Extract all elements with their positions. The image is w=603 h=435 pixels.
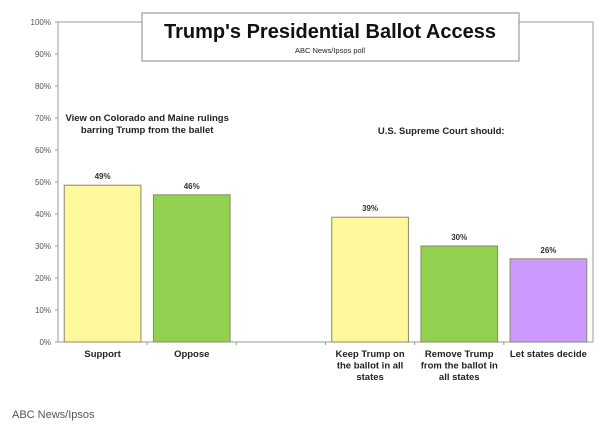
chart-title: Trump's Presidential Ballot Access bbox=[164, 21, 496, 43]
bars: 49% 46% 39% 30% 26% bbox=[63, 172, 588, 343]
category-label-line: Keep Trump on bbox=[336, 349, 405, 360]
y-tick-label: 90% bbox=[35, 50, 51, 59]
category-label-line: Support bbox=[84, 349, 121, 360]
category-label-line: the ballot in all bbox=[337, 361, 404, 372]
category-label: Remove Trump from the ballot in all states bbox=[421, 349, 498, 383]
bar bbox=[420, 245, 499, 343]
chart-subtitle: ABC News/Ipsos poll bbox=[295, 46, 365, 55]
bar bbox=[63, 184, 142, 343]
group-annotation: U.S. Supreme Court should: bbox=[378, 126, 505, 137]
group-annotation-line: View on Colorado and Maine rulings bbox=[65, 113, 228, 124]
data-label: 49% bbox=[95, 172, 111, 181]
title-box: Trump's Presidential Ballot Access ABC N… bbox=[141, 12, 520, 62]
source-credit: ABC News/Ipsos bbox=[12, 409, 95, 421]
bar bbox=[331, 216, 409, 343]
y-tick-label: 20% bbox=[35, 274, 51, 283]
group-annotation: View on Colorado and Maine rulings barrin… bbox=[65, 113, 228, 136]
group-annotation-line: barring Trump from the ballet bbox=[81, 125, 214, 136]
category-label: Keep Trump on the ballot in all states bbox=[336, 349, 405, 383]
y-tick-label: 60% bbox=[35, 146, 51, 155]
data-label: 26% bbox=[540, 246, 556, 255]
y-tick-label: 30% bbox=[35, 242, 51, 251]
category-label-line: Let states decide bbox=[510, 349, 587, 360]
category-labels: Support Oppose Keep Trump on the ballot in … bbox=[84, 349, 587, 383]
y-tick-label: 40% bbox=[35, 210, 51, 219]
bar bbox=[509, 258, 588, 343]
data-label: 39% bbox=[362, 204, 378, 213]
group-annotation-line: U.S. Supreme Court should: bbox=[378, 126, 505, 137]
bar bbox=[152, 194, 231, 343]
category-label-line: states bbox=[356, 372, 383, 383]
category-label: Let states decide bbox=[510, 349, 587, 360]
category-label-line: Remove Trump bbox=[425, 349, 494, 360]
y-tick-label: 100% bbox=[31, 18, 51, 27]
title-frame bbox=[141, 12, 520, 62]
data-label: 46% bbox=[184, 182, 200, 191]
category-label-line: from the ballot in bbox=[421, 361, 498, 372]
data-label: 30% bbox=[451, 233, 467, 242]
category-label-line: all states bbox=[439, 372, 480, 383]
y-tick-label: 70% bbox=[35, 114, 51, 123]
category-label: Support bbox=[84, 349, 121, 360]
category-label-line: Oppose bbox=[174, 349, 209, 360]
y-tick-label: 80% bbox=[35, 82, 51, 91]
y-tick-label: 0% bbox=[39, 338, 51, 347]
annotations: View on Colorado and Maine rulings barrin… bbox=[65, 113, 504, 137]
y-tick-label: 50% bbox=[35, 178, 51, 187]
category-label: Oppose bbox=[174, 349, 209, 360]
bar-chart: 0% 10% 20% 30% 40% 50% 60% 70% 80% 90% 100% 49% 46%… bbox=[31, 12, 594, 383]
y-tick-label: 10% bbox=[35, 306, 51, 315]
